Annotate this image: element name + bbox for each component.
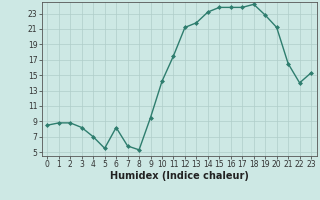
X-axis label: Humidex (Indice chaleur): Humidex (Indice chaleur)	[110, 171, 249, 181]
